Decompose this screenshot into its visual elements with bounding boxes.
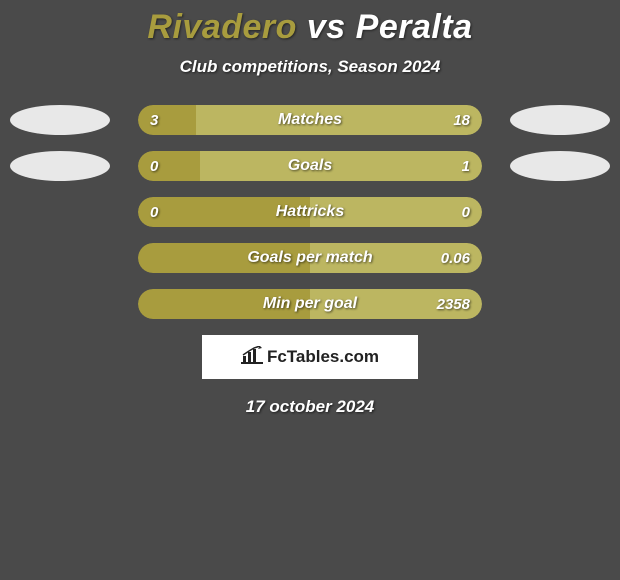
date-label: 17 october 2024 (0, 397, 620, 417)
stat-bar: Goals0 1 (138, 151, 482, 181)
spacer (10, 289, 110, 319)
comparison-row: Matches3 18 (0, 105, 620, 135)
stat-label: Min per goal (138, 289, 482, 319)
comparison-row: Hattricks0 0 (0, 197, 620, 227)
subtitle: Club competitions, Season 2024 (0, 57, 620, 77)
stat-value-right: 18 (453, 105, 470, 135)
chart-icon (241, 346, 263, 369)
comparison-infographic: Rivadero vs Peralta Club competitions, S… (0, 0, 620, 417)
spacer (10, 243, 110, 273)
title-player2: Peralta (356, 8, 473, 46)
stat-label: Goals per match (138, 243, 482, 273)
spacer (510, 197, 610, 227)
spacer (510, 243, 610, 273)
comparison-rows: Matches318Goals01Hattricks00Goals per ma… (0, 105, 620, 319)
stat-label: Matches (138, 105, 482, 135)
player-ellipse-left (10, 105, 110, 135)
stat-value-right: 0 (462, 197, 470, 227)
stat-value-right: 2358 (437, 289, 470, 319)
title-player1: Rivadero (147, 8, 297, 46)
stat-value-left: 0 (150, 151, 158, 181)
comparison-row: Goals per match0.06 (0, 243, 620, 273)
stat-bar: Hattricks0 0 (138, 197, 482, 227)
title-vs: vs (307, 8, 346, 46)
page-title: Rivadero vs Peralta (0, 8, 620, 47)
comparison-row: Goals0 1 (0, 151, 620, 181)
spacer (10, 197, 110, 227)
player-ellipse-right (510, 151, 610, 181)
stat-bar: Goals per match0.06 (138, 243, 482, 273)
player-ellipse-right (510, 105, 610, 135)
comparison-row: Min per goal2358 (0, 289, 620, 319)
logo-box: FcTables.com (202, 335, 418, 379)
logo: FcTables.com (241, 346, 379, 369)
spacer (510, 289, 610, 319)
player-ellipse-left (10, 151, 110, 181)
logo-text: FcTables.com (267, 347, 379, 367)
stat-value-left: 0 (150, 197, 158, 227)
stat-label: Hattricks (138, 197, 482, 227)
stat-value-left: 3 (150, 105, 158, 135)
stat-bar: Matches3 18 (138, 105, 482, 135)
stat-bar: Min per goal2358 (138, 289, 482, 319)
stat-value-right: 0.06 (441, 243, 470, 273)
stat-label: Goals (138, 151, 482, 181)
stat-value-right: 1 (462, 151, 470, 181)
